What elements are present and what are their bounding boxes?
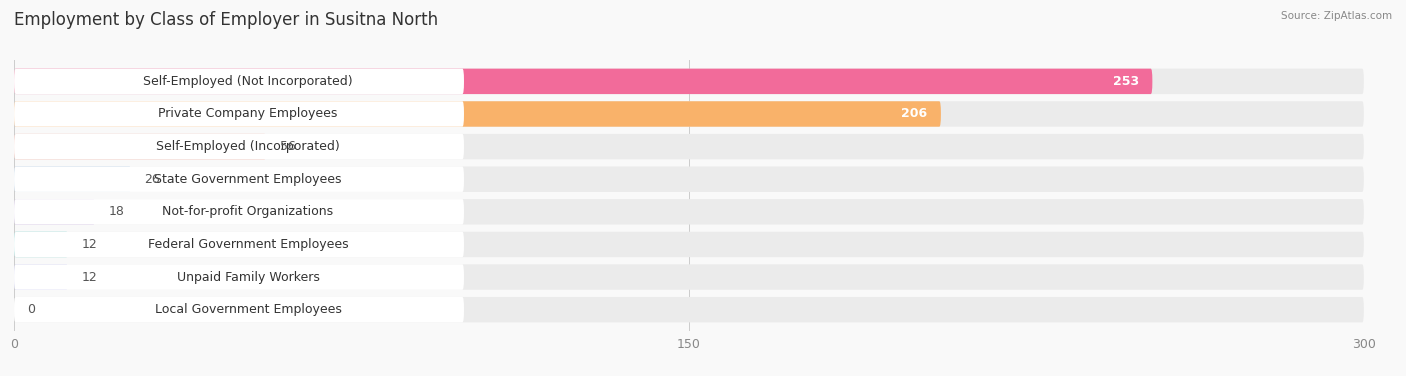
Text: Source: ZipAtlas.com: Source: ZipAtlas.com [1281,11,1392,21]
Text: Local Government Employees: Local Government Employees [155,303,342,316]
Text: 56: 56 [280,140,295,153]
FancyBboxPatch shape [14,232,67,257]
FancyBboxPatch shape [14,167,1364,192]
Text: 18: 18 [108,205,124,218]
FancyBboxPatch shape [14,264,67,290]
FancyBboxPatch shape [14,134,1364,159]
FancyBboxPatch shape [14,167,131,192]
FancyBboxPatch shape [14,134,266,159]
FancyBboxPatch shape [14,199,464,224]
FancyBboxPatch shape [14,232,1364,257]
Text: 253: 253 [1112,75,1139,88]
FancyBboxPatch shape [14,199,96,224]
FancyBboxPatch shape [14,264,1364,290]
FancyBboxPatch shape [14,232,464,257]
Text: Private Company Employees: Private Company Employees [159,108,337,120]
FancyBboxPatch shape [14,199,1364,224]
FancyBboxPatch shape [14,297,464,322]
Text: 12: 12 [82,271,97,284]
FancyBboxPatch shape [14,69,1364,94]
FancyBboxPatch shape [14,134,464,159]
FancyBboxPatch shape [14,69,1153,94]
Text: 206: 206 [901,108,928,120]
FancyBboxPatch shape [14,101,464,127]
Text: Not-for-profit Organizations: Not-for-profit Organizations [163,205,333,218]
FancyBboxPatch shape [14,264,464,290]
FancyBboxPatch shape [14,69,464,94]
FancyBboxPatch shape [14,167,464,192]
FancyBboxPatch shape [14,101,1364,127]
Text: Self-Employed (Not Incorporated): Self-Employed (Not Incorporated) [143,75,353,88]
Text: Federal Government Employees: Federal Government Employees [148,238,349,251]
Text: 26: 26 [145,173,160,186]
Text: Self-Employed (Incorporated): Self-Employed (Incorporated) [156,140,340,153]
Text: Employment by Class of Employer in Susitna North: Employment by Class of Employer in Susit… [14,11,439,29]
FancyBboxPatch shape [14,101,941,127]
Text: Unpaid Family Workers: Unpaid Family Workers [177,271,319,284]
Text: 12: 12 [82,238,97,251]
Text: State Government Employees: State Government Employees [155,173,342,186]
FancyBboxPatch shape [14,297,1364,322]
Text: 0: 0 [28,303,35,316]
